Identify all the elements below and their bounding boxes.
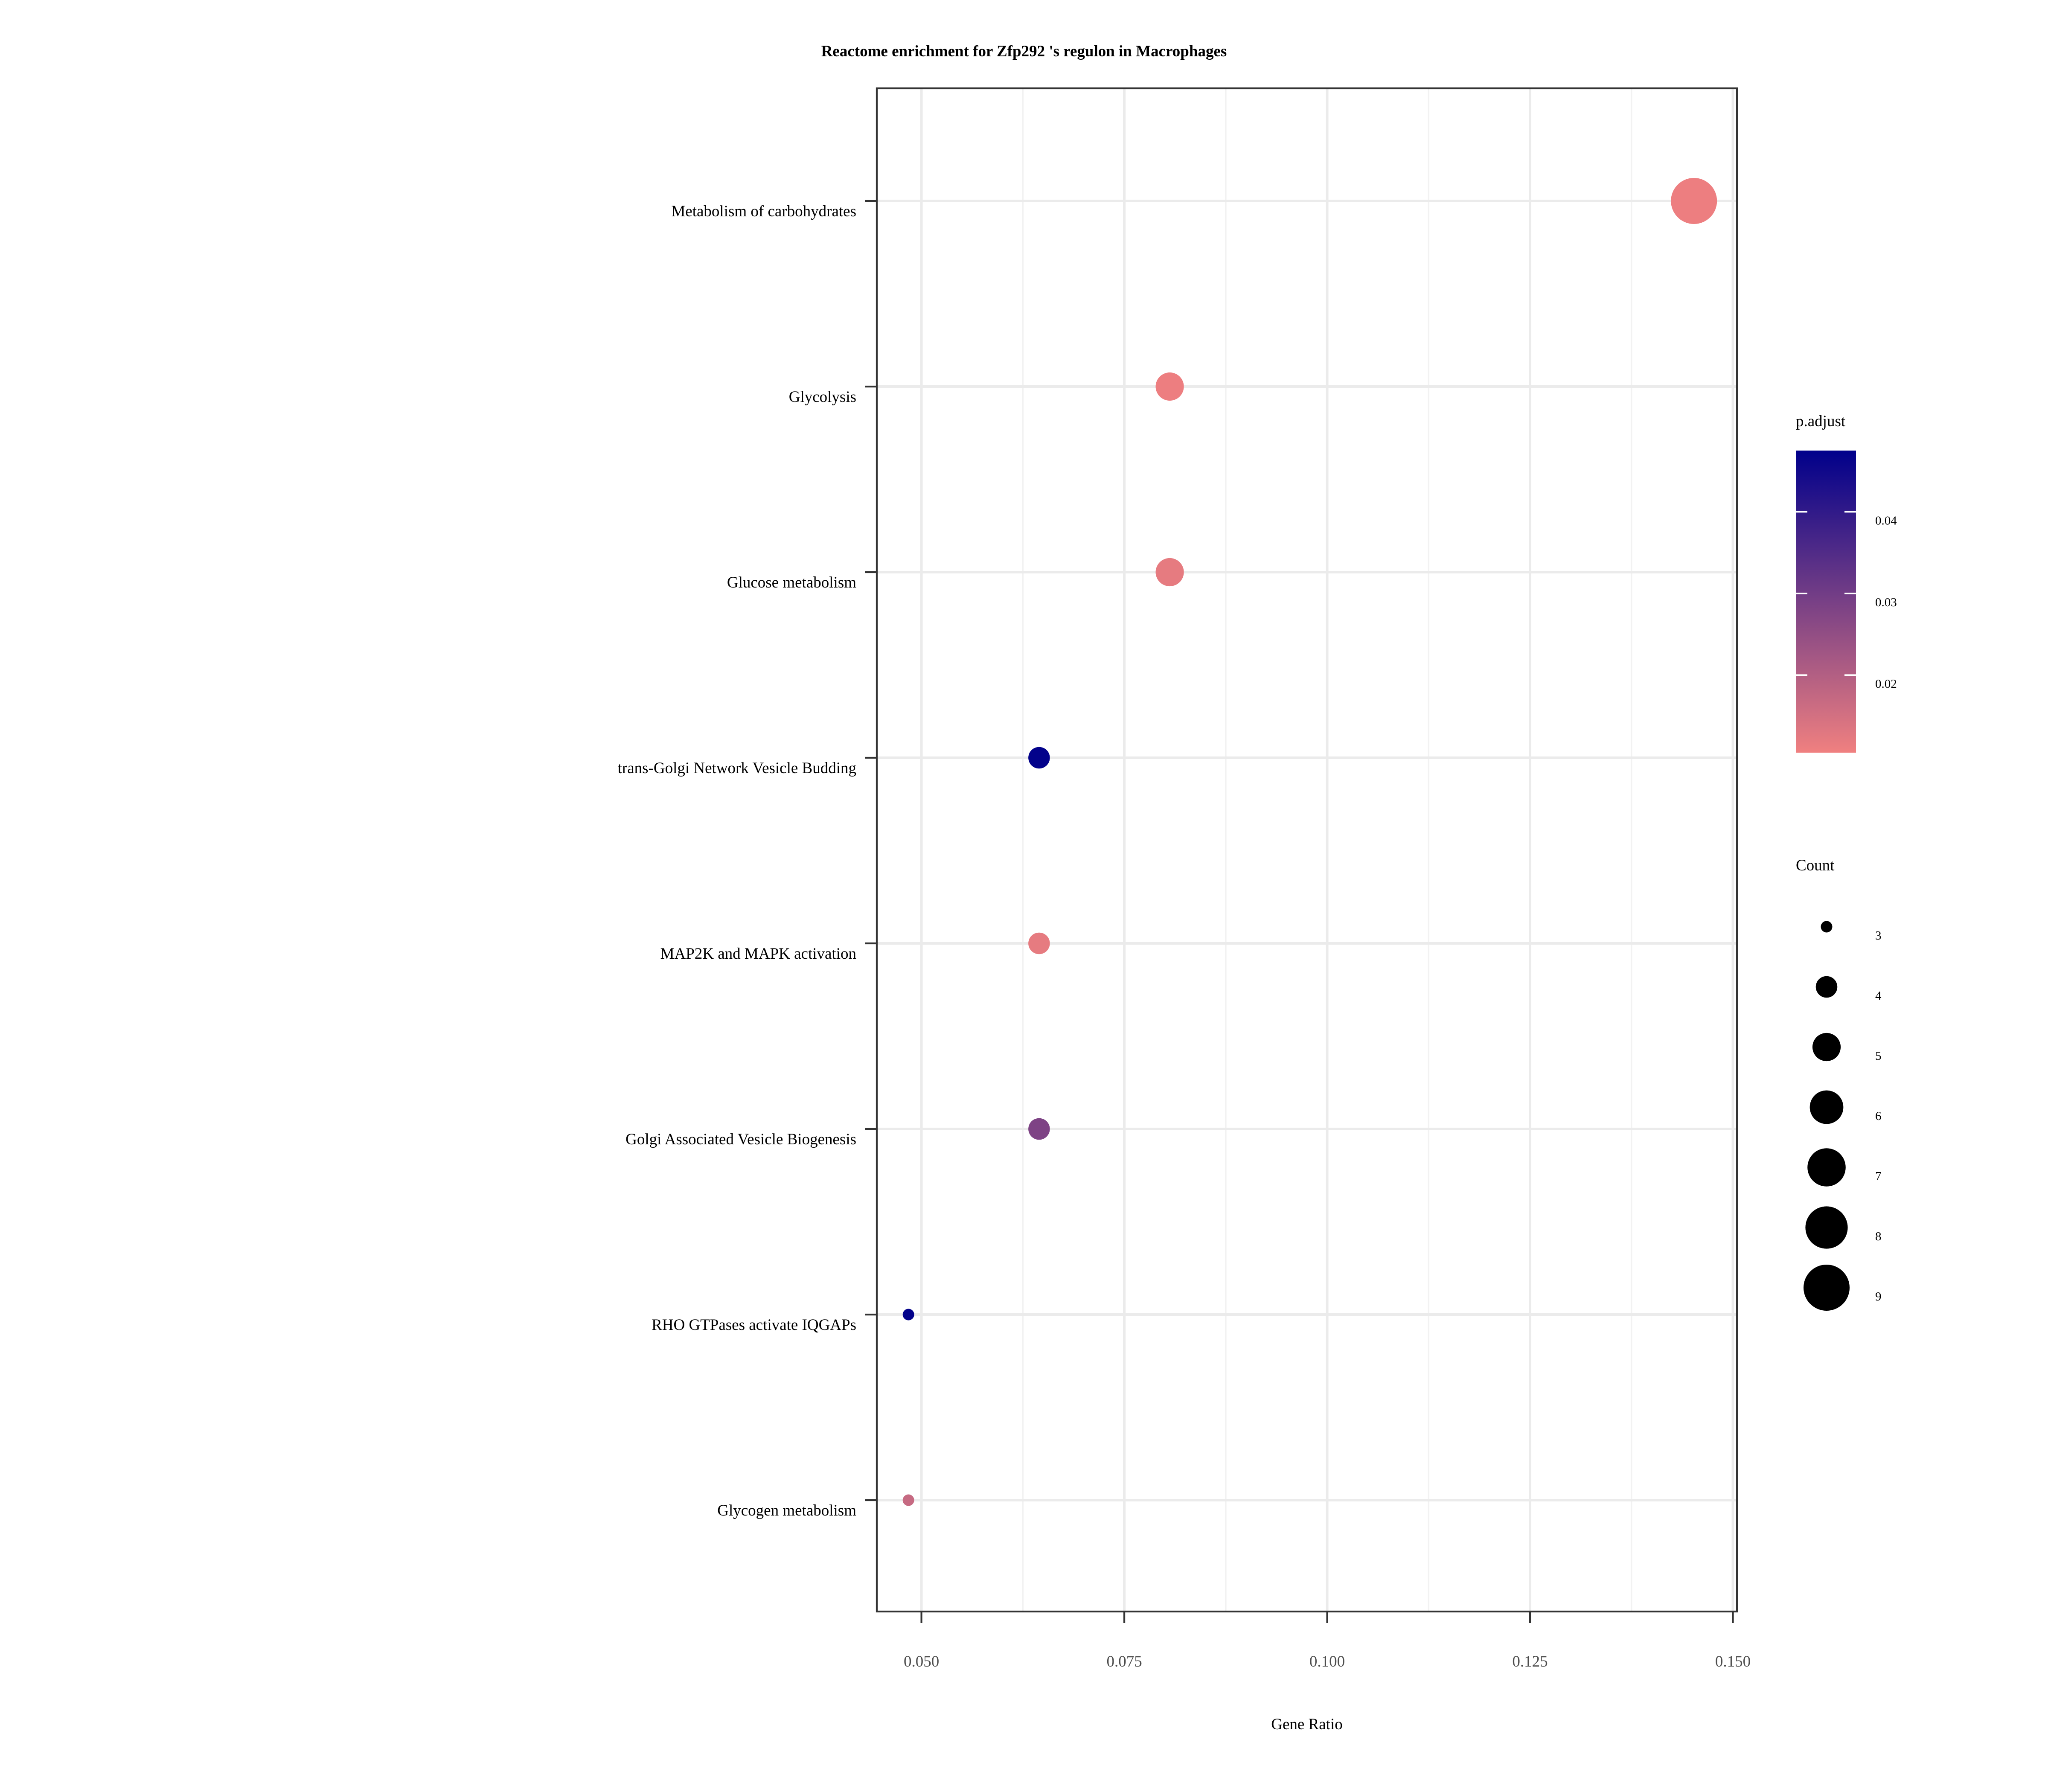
size-legend-key <box>1807 1148 1846 1187</box>
category-label: MAP2K and MAPK activation <box>660 945 856 963</box>
data-point <box>1028 1118 1050 1140</box>
chart-title: Reactome enrichment for Zfp292 's regulo… <box>821 43 1227 60</box>
data-point <box>902 1494 914 1506</box>
data-point <box>1155 372 1184 401</box>
size-legend-key <box>1821 921 1833 933</box>
color-legend-title: p.adjust <box>1796 413 1846 430</box>
size-legend-label: 7 <box>1875 1169 1882 1183</box>
size-legend-label: 5 <box>1875 1049 1882 1063</box>
data-point <box>1028 747 1050 769</box>
data-point <box>902 1309 914 1321</box>
panel-border <box>876 87 1738 1613</box>
size-legend-label: 8 <box>1875 1230 1882 1243</box>
x-tick-label: 0.125 <box>1512 1653 1548 1670</box>
size-legend-label: 9 <box>1875 1290 1882 1303</box>
size-legend-label: 4 <box>1875 989 1882 1003</box>
category-label: Metabolism of carbohydrates <box>671 203 856 220</box>
text-layer: Reactome enrichment for Zfp292 's regulo… <box>821 43 1343 1733</box>
x-tick-label: 0.075 <box>1106 1653 1142 1670</box>
x-tick-label: 0.150 <box>1715 1653 1751 1670</box>
size-legend-label: 6 <box>1875 1109 1882 1123</box>
size-legend-key <box>1812 1033 1841 1062</box>
data-point <box>1028 932 1050 954</box>
x-axis-title: Gene Ratio <box>1271 1716 1342 1733</box>
size-legend-label: 3 <box>1875 929 1882 943</box>
category-label: Glycolysis <box>789 388 856 406</box>
category-label: Glucose metabolism <box>727 574 856 591</box>
x-tick-label: 0.100 <box>1309 1653 1345 1670</box>
category-label: trans-Golgi Network Vesicle Budding <box>618 759 856 777</box>
data-point <box>1671 178 1717 224</box>
data-point <box>1155 558 1184 587</box>
legend: p.adjust Count 0.02 0.03 0.04 3 4 5 6 7 8 9 <box>1796 413 1897 1311</box>
size-legend-key <box>1805 1206 1848 1249</box>
x-tick-label: 0.050 <box>904 1653 939 1670</box>
size-legend-key <box>1804 1265 1850 1311</box>
color-bar <box>1796 451 1856 753</box>
size-legend-title: Count <box>1796 857 1835 874</box>
color-legend-label: 0.04 <box>1875 514 1897 528</box>
category-label: Glycogen metabolism <box>717 1502 856 1519</box>
category-label: Golgi Associated Vesicle Biogenesis <box>625 1131 856 1148</box>
plot-panel: Metabolism of carbohydrates Glycolysis Glu… <box>618 87 1751 1670</box>
size-legend-key <box>1815 976 1838 998</box>
color-legend-label: 0.02 <box>1875 677 1897 691</box>
category-label: RHO GTPases activate IQGAPs <box>652 1316 856 1334</box>
color-legend-label: 0.03 <box>1875 596 1897 609</box>
size-legend-key <box>1809 1090 1844 1124</box>
